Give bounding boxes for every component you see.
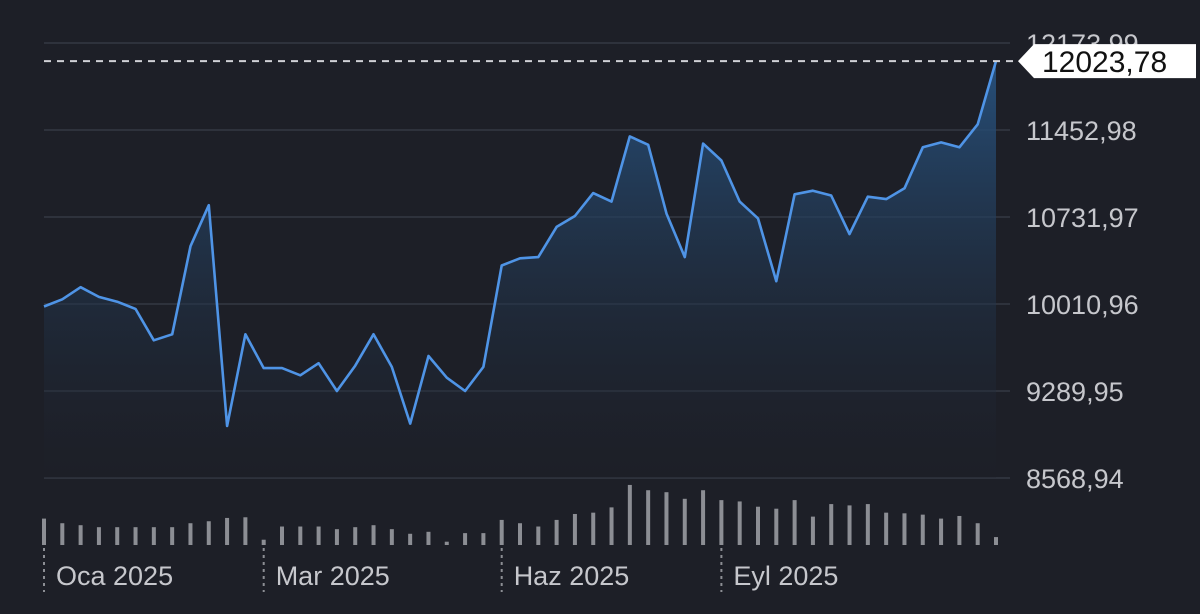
x-tick-label: Eyl 2025 <box>733 561 838 591</box>
volume-bar <box>627 484 632 545</box>
x-tick-label: Haz 2025 <box>514 561 630 591</box>
volume-bar <box>316 526 321 545</box>
x-axis-labels: Oca 2025 Mar 2025 Haz 2025 Eyl 2025 <box>43 548 838 592</box>
volume-bar <box>499 519 504 545</box>
price-line <box>43 60 998 428</box>
volume-bar <box>701 490 706 545</box>
volume-bar <box>408 533 413 545</box>
y-axis-labels: 12173,9911452,9810731,9710010,969289,958… <box>1026 29 1139 494</box>
current-value-label: 12023,78 <box>1042 46 1167 79</box>
volume-bar <box>96 527 101 545</box>
x-tick-label: Mar 2025 <box>276 561 390 591</box>
y-tick-label: 10010,96 <box>1026 290 1139 320</box>
volume-bar <box>60 523 65 545</box>
volume-bar <box>847 505 852 545</box>
volume-bar <box>371 525 376 545</box>
volume-bar <box>902 513 907 545</box>
volume-bar <box>792 500 797 545</box>
volume-bar <box>151 527 156 545</box>
current-price-marker: 12023,78 <box>44 44 1196 79</box>
volume-bar <box>682 498 687 545</box>
price-area-fill <box>44 61 996 478</box>
price-area <box>44 61 996 478</box>
y-tick-label: 11452,98 <box>1026 116 1137 146</box>
volume-bar <box>591 512 596 545</box>
volume-bar <box>810 516 815 545</box>
volume-bar <box>481 533 486 545</box>
volume-bar <box>42 518 46 545</box>
volume-bar <box>756 506 760 545</box>
volume-bar <box>829 504 834 545</box>
volume-bar <box>170 527 175 545</box>
volume-bar <box>188 523 193 545</box>
current-value-tag <box>1018 44 1196 79</box>
volume-bar <box>115 527 120 545</box>
volume-bar <box>609 507 614 545</box>
volume-bar <box>994 537 998 545</box>
volume-bar <box>518 523 522 545</box>
volume-bar <box>646 490 651 545</box>
volume-bar <box>957 515 962 545</box>
volume-bar <box>536 526 541 545</box>
volume-bar <box>719 500 724 545</box>
volume-bar <box>444 541 449 545</box>
volume-bar <box>133 527 138 545</box>
volume-bar <box>939 518 944 545</box>
volume-bar <box>78 525 83 545</box>
volume-bar <box>664 492 669 545</box>
volume-bar <box>206 521 211 545</box>
volume-bar <box>554 519 559 545</box>
volume-bars <box>42 484 998 545</box>
y-tick-label: 9289,95 <box>1026 377 1124 407</box>
x-tick-label: Oca 2025 <box>56 561 173 591</box>
volume-bar <box>280 526 284 545</box>
volume-bar <box>243 517 248 545</box>
volume-bar <box>426 531 431 545</box>
y-tick-label: 10731,97 <box>1026 203 1139 233</box>
volume-bar <box>920 514 925 545</box>
volume-bar <box>353 527 358 545</box>
volume-bar <box>572 513 577 545</box>
price-line-layer <box>43 60 998 428</box>
volume-bar <box>975 523 980 545</box>
volume-bar <box>334 529 339 545</box>
volume-bar <box>298 526 303 545</box>
volume-bar <box>389 529 394 545</box>
volume-bar <box>225 517 230 545</box>
volume-bar <box>774 508 779 545</box>
volume-bar <box>865 504 870 545</box>
volume-bar <box>884 512 889 545</box>
y-tick-label: 8568,94 <box>1026 464 1124 494</box>
volume-bar <box>261 539 266 545</box>
volume-bar <box>463 533 468 545</box>
volume-bar <box>737 501 742 545</box>
